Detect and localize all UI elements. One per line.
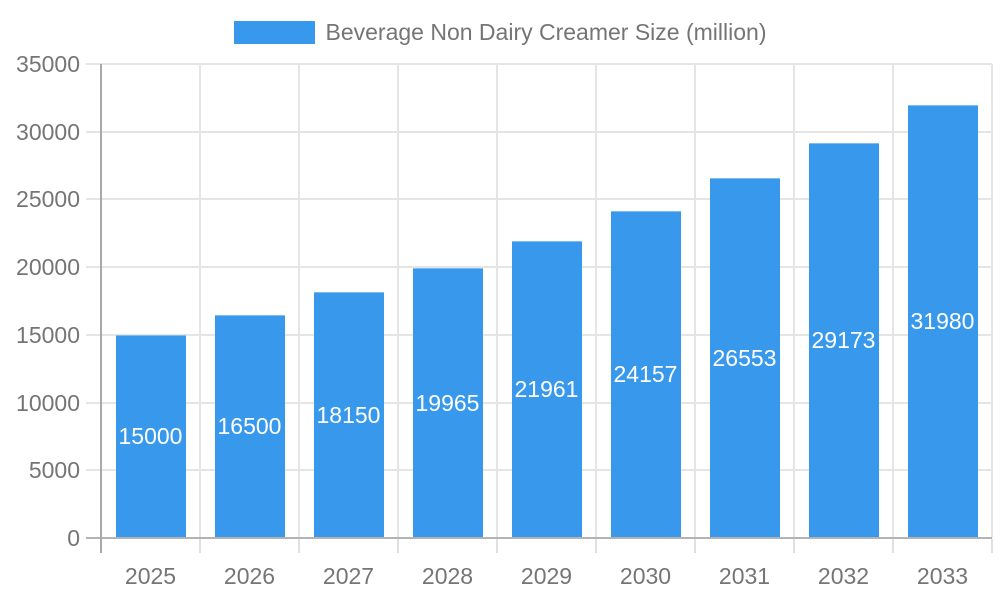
gridline-horizontal (101, 198, 992, 201)
gridline-horizontal (101, 63, 992, 65)
x-axis-tick (298, 539, 300, 553)
bar-value-label: 29173 (811, 327, 876, 354)
x-axis-tick (595, 539, 597, 553)
gridline-vertical (298, 64, 300, 538)
x-axis-tick (793, 539, 795, 553)
x-axis-tick (496, 539, 498, 553)
y-axis-tick (86, 401, 101, 404)
y-axis-tick (86, 333, 101, 336)
x-tick-label: 2028 (421, 563, 474, 589)
gridline-vertical (694, 64, 696, 538)
x-axis-tick (991, 539, 993, 553)
gridline-vertical (496, 64, 498, 538)
y-tick-label: 35000 (16, 51, 80, 77)
bar[interactable]: 31980 (907, 104, 978, 538)
legend-label: Beverage Non Dairy Creamer Size (million… (325, 19, 767, 45)
bar[interactable]: 15000 (115, 334, 186, 538)
legend-swatch (233, 21, 315, 44)
bar[interactable]: 24157 (610, 210, 681, 538)
bar[interactable]: 21961 (511, 240, 582, 538)
y-tick-label: 5000 (28, 457, 80, 484)
x-tick-label: 2033 (916, 563, 969, 589)
bar-value-label: 15000 (118, 423, 183, 450)
x-tick-label: 2029 (520, 563, 573, 589)
x-axis-tick (694, 539, 696, 553)
y-tick-label: 15000 (16, 321, 80, 348)
bar-value-label: 26553 (712, 345, 777, 372)
y-axis-tick (86, 63, 101, 65)
y-axis-tick (86, 266, 101, 269)
bar[interactable]: 18150 (313, 292, 384, 538)
chart-legend[interactable]: Beverage Non Dairy Creamer Size (million… (0, 19, 1000, 46)
x-axis-tick (199, 539, 201, 553)
gridline-vertical (199, 64, 201, 538)
x-tick-label: 2031 (718, 563, 771, 589)
bar[interactable]: 26553 (709, 178, 780, 538)
y-tick-label: 0 (67, 525, 80, 551)
x-axis-tick (397, 539, 399, 553)
bar-value-label: 31980 (910, 308, 975, 335)
x-tick-label: 2032 (817, 563, 870, 589)
y-axis-line (100, 64, 102, 553)
bar[interactable]: 19965 (412, 267, 483, 538)
x-axis-tick (892, 539, 894, 553)
y-tick-label: 10000 (16, 389, 80, 416)
gridline-vertical (892, 64, 894, 538)
x-tick-label: 2027 (322, 563, 375, 589)
bar-value-label: 21961 (514, 376, 579, 403)
bar[interactable]: 16500 (214, 314, 285, 538)
y-axis-tick (86, 198, 101, 201)
plot-area: 0 5000 10000 15000 20000 25000 30000 35000 15000… (16, 51, 993, 589)
gridline-vertical (595, 64, 597, 538)
bar-value-label: 18150 (316, 402, 381, 429)
bar-value-label: 24157 (613, 361, 678, 388)
x-tick-label: 2030 (619, 563, 672, 589)
bar-value-label: 19965 (415, 389, 480, 416)
y-tick-label: 20000 (16, 254, 80, 281)
gridline-vertical (793, 64, 795, 538)
x-tick-label: 2026 (223, 563, 276, 589)
x-axis-line (86, 537, 992, 539)
y-tick-label: 30000 (16, 118, 80, 145)
gridline-vertical (991, 64, 993, 538)
x-tick-label: 2025 (124, 563, 177, 589)
gridline-vertical (397, 64, 399, 538)
y-tick-label: 25000 (16, 186, 80, 213)
gridline-horizontal (101, 130, 992, 133)
bar-value-label: 16500 (217, 413, 282, 440)
bar[interactable]: 29173 (808, 142, 879, 538)
y-axis-tick (86, 130, 101, 133)
y-axis-tick (86, 469, 101, 472)
